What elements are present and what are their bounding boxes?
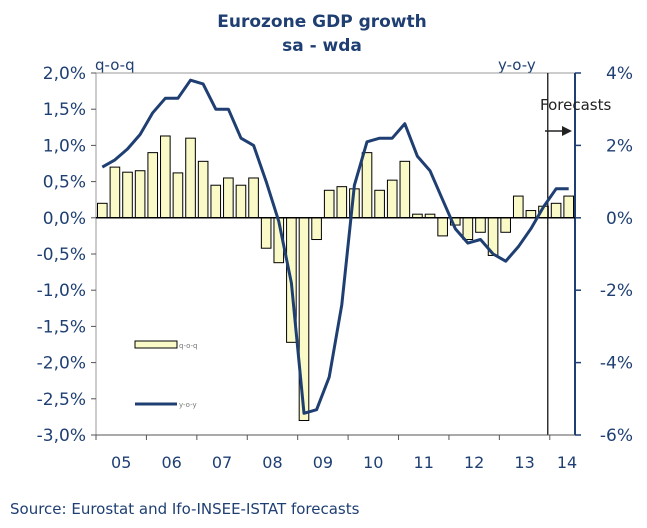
- right-tick-label: 2%: [606, 136, 633, 156]
- bar-qoq: [361, 152, 373, 219]
- left-tick-label: 0,0%: [43, 209, 86, 229]
- bar-qoq: [134, 170, 146, 219]
- bar-qoq: [109, 166, 121, 219]
- bar-qoq: [260, 217, 272, 249]
- x-tick-label: 07: [212, 453, 232, 472]
- legend: q-o-q y-o-y: [134, 340, 197, 409]
- right-tick-label: 0%: [606, 209, 633, 229]
- bar-qoq: [500, 217, 511, 233]
- bar-qoq: [386, 179, 398, 219]
- bar-qoq: [374, 189, 385, 219]
- x-tick-label: 09: [313, 453, 333, 472]
- bar-qoq: [399, 160, 411, 219]
- left-tick-label: 2,0%: [43, 64, 86, 84]
- bar-qoq: [475, 217, 486, 233]
- right-tick-label: -4%: [600, 354, 633, 374]
- bar-qoq: [185, 137, 196, 219]
- left-tick-label: -1,5%: [37, 317, 86, 337]
- bar-qoq: [437, 217, 448, 237]
- right-axis-label: y-o-y: [498, 56, 536, 74]
- left-tick-label: -2,5%: [37, 390, 86, 410]
- right-tick-label: -2%: [600, 281, 633, 301]
- bar-qoq: [525, 210, 537, 219]
- x-tick-label: 08: [262, 453, 282, 472]
- left-tick-label: -2,0%: [37, 354, 86, 374]
- line-yoy: [101, 78, 569, 415]
- left-tick-label: -3,0%: [37, 426, 86, 446]
- left-tick-label: 1,5%: [43, 100, 86, 120]
- left-tick-label: 0,5%: [43, 173, 86, 193]
- bar-qoq: [311, 217, 322, 241]
- left-tick-label: -1,0%: [37, 281, 86, 301]
- right-tick-label: 4%: [606, 64, 633, 84]
- left-tick-label: -0,5%: [37, 245, 86, 265]
- x-tick-label: 14: [557, 453, 577, 472]
- forecast-label: Forecasts: [540, 96, 611, 114]
- bar-qoq: [512, 195, 524, 219]
- bar-qoq: [160, 135, 171, 219]
- bar-qoq: [210, 184, 222, 219]
- bar-qoq: [97, 202, 108, 219]
- bar-qoq: [172, 172, 184, 219]
- legend-bar-swatch: [134, 340, 178, 349]
- source-note: Source: Eurostat and Ifo-INSEE-ISTAT for…: [10, 500, 360, 518]
- legend-label-qoq: q-o-q: [179, 342, 197, 350]
- forecast-arrow-icon: [545, 126, 572, 136]
- chart-title: Eurozone GDP growth: [217, 12, 427, 32]
- bar-qoq: [147, 152, 159, 219]
- bar-qoq: [235, 184, 247, 219]
- bar-qoq: [248, 177, 259, 219]
- x-tick-label: 11: [414, 453, 434, 472]
- x-tick-label: 06: [161, 453, 181, 472]
- x-tick-label: 12: [464, 453, 484, 472]
- left-axis-label: q-o-q: [95, 56, 135, 74]
- bar-qoq: [550, 202, 562, 219]
- x-tick-label: 05: [111, 453, 131, 472]
- chart: Eurozone GDP growth sa - wda q-o-q y-o-y…: [37, 12, 633, 472]
- plot-area: 2,0% 1,5% 1,0% 0,5% 0,0% -0,5% -1,0% -1,5% -2,0%…: [37, 64, 633, 472]
- left-tick-label: 1,0%: [43, 136, 86, 156]
- bar-qoq: [563, 195, 574, 219]
- legend-label-yoy: y-o-y: [179, 401, 197, 409]
- bar-qoq: [197, 160, 209, 219]
- bar-qoq: [122, 171, 133, 219]
- plot-frame: [95, 72, 576, 436]
- x-tick-label: 10: [363, 453, 383, 472]
- bar-qoq: [323, 189, 335, 219]
- x-tick-label: 13: [514, 453, 534, 472]
- bar-qoq: [223, 177, 234, 219]
- bar-qoq: [336, 186, 348, 219]
- chart-subtitle: sa - wda: [282, 36, 362, 56]
- bar-qoq: [462, 217, 474, 241]
- right-tick-label: -6%: [600, 426, 633, 446]
